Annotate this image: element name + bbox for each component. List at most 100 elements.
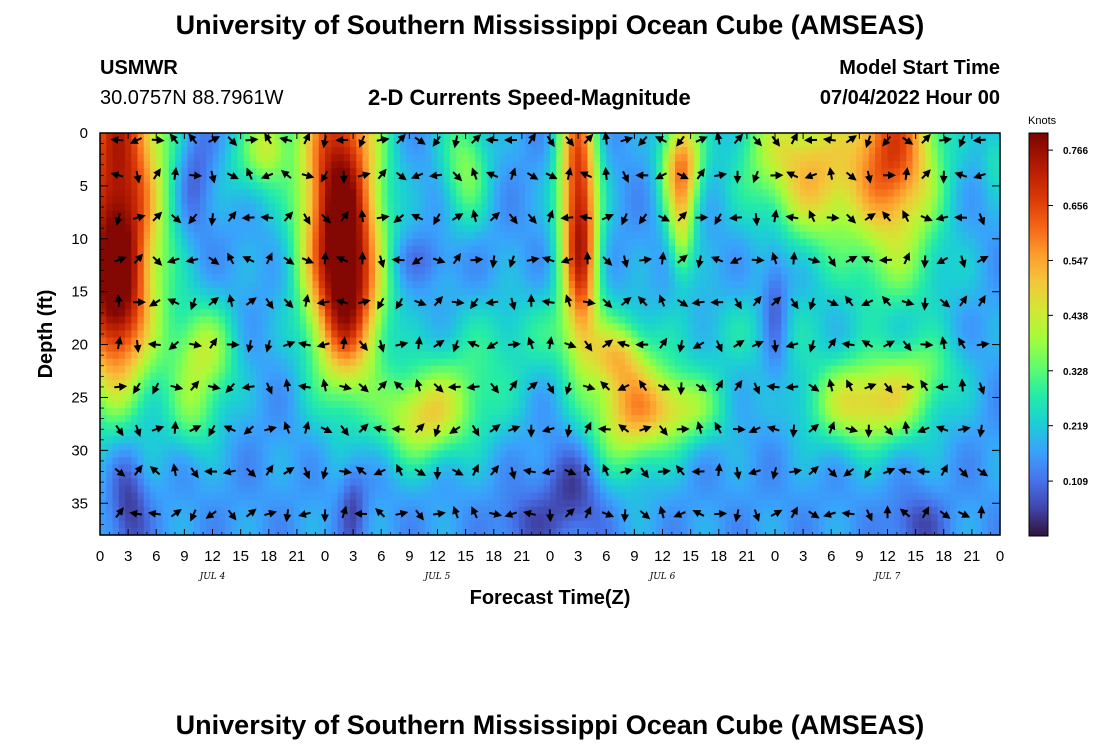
heatmap-cell <box>281 309 289 317</box>
heatmap-cell <box>643 365 651 374</box>
heatmap-cell <box>425 203 432 212</box>
heatmap-cell <box>150 274 157 282</box>
heatmap-cell <box>118 344 126 353</box>
heatmap-cell <box>918 295 926 303</box>
heatmap-cell <box>525 147 532 155</box>
heatmap-cell <box>906 203 914 212</box>
heatmap-cell <box>450 288 457 296</box>
heatmap-cell <box>231 259 239 268</box>
heatmap-cell <box>793 224 801 233</box>
heatmap-cell <box>706 344 714 353</box>
heatmap-cell <box>187 316 195 325</box>
heatmap-cell <box>787 351 795 360</box>
heatmap-cell <box>643 203 651 212</box>
heatmap-cell <box>593 295 601 303</box>
heatmap-cell <box>525 302 532 310</box>
heatmap-cell <box>787 323 795 332</box>
heatmap-cell <box>125 344 132 353</box>
heatmap-cell <box>706 175 714 183</box>
heatmap-cell <box>775 316 782 325</box>
heatmap-cell <box>956 133 964 141</box>
heatmap-cell <box>125 316 132 325</box>
heatmap-cell <box>293 372 301 381</box>
heatmap-cell <box>912 196 920 205</box>
heatmap-cell <box>500 259 507 268</box>
heatmap-cell <box>568 210 576 219</box>
heatmap-cell <box>750 161 757 169</box>
heatmap-cell <box>243 316 251 325</box>
heatmap-cell <box>725 133 732 141</box>
heatmap-cell <box>831 238 839 247</box>
heatmap-cell <box>668 323 676 332</box>
heatmap-cell <box>918 252 926 261</box>
heatmap-cell <box>825 288 832 296</box>
heatmap-cell <box>675 302 682 310</box>
heatmap-cell <box>862 259 870 268</box>
heatmap-cell <box>725 245 732 254</box>
heatmap-cell <box>375 189 382 198</box>
heatmap-cell <box>762 274 770 282</box>
heatmap-cell <box>525 288 532 296</box>
heatmap-cell <box>943 295 951 303</box>
heatmap-cell <box>506 140 514 148</box>
heatmap-cell <box>275 238 282 247</box>
heatmap-cell <box>687 302 695 310</box>
heatmap-cell <box>437 140 445 148</box>
heatmap-cell <box>256 210 264 219</box>
heatmap-cell <box>612 365 620 374</box>
heatmap-cell <box>818 147 826 155</box>
heatmap-cell <box>237 365 245 374</box>
heatmap-cell <box>475 245 482 254</box>
heatmap-cell <box>618 281 626 289</box>
heatmap-cell <box>900 259 907 268</box>
heatmap-cell <box>106 133 114 141</box>
heatmap-cell <box>793 238 801 247</box>
heatmap-cell <box>793 365 801 374</box>
heatmap-cell <box>762 267 770 275</box>
heatmap-cell <box>287 267 295 275</box>
heatmap-cell <box>881 358 889 367</box>
heatmap-cell <box>137 288 145 296</box>
heatmap-cell <box>956 161 964 169</box>
heatmap-cell <box>956 316 964 325</box>
heatmap-cell <box>225 189 232 198</box>
heatmap-cell <box>650 281 657 289</box>
heatmap-cell <box>925 182 932 191</box>
heatmap-cell <box>312 224 320 233</box>
heatmap-cell <box>118 203 126 212</box>
heatmap-cell <box>862 344 870 353</box>
heatmap-cell <box>437 168 445 176</box>
heatmap-cell <box>268 224 276 233</box>
heatmap-cell <box>912 231 920 240</box>
heatmap-cell <box>137 196 145 205</box>
heatmap-cell <box>943 344 951 353</box>
heatmap-cell <box>981 288 989 296</box>
heatmap-cell <box>731 337 739 346</box>
heatmap-cell <box>837 358 845 367</box>
heatmap-cell <box>106 288 114 296</box>
heatmap-cell <box>131 147 139 155</box>
heatmap-cell <box>956 323 964 332</box>
heatmap-cell <box>906 330 914 339</box>
heatmap-cell <box>968 217 976 226</box>
heatmap-cell <box>993 316 1001 325</box>
heatmap-cell <box>156 274 164 282</box>
heatmap-cell <box>831 351 839 360</box>
heatmap-cell <box>600 337 607 346</box>
heatmap-cell <box>375 252 382 261</box>
heatmap-cell <box>337 259 345 268</box>
heatmap-cell <box>968 323 976 332</box>
heatmap-cell <box>843 365 851 374</box>
heatmap-cell <box>256 203 264 212</box>
heatmap-cell <box>868 182 876 191</box>
heatmap-cell <box>612 224 620 233</box>
heatmap-cell <box>956 196 964 205</box>
heatmap-cell <box>250 147 257 155</box>
heatmap-cell <box>693 323 701 332</box>
heatmap-cell <box>950 217 957 226</box>
heatmap-cell <box>431 133 439 141</box>
heatmap-cell <box>850 203 857 212</box>
heatmap-cell <box>556 182 564 191</box>
heatmap-cell <box>862 302 870 310</box>
heatmap-cell <box>912 302 920 310</box>
